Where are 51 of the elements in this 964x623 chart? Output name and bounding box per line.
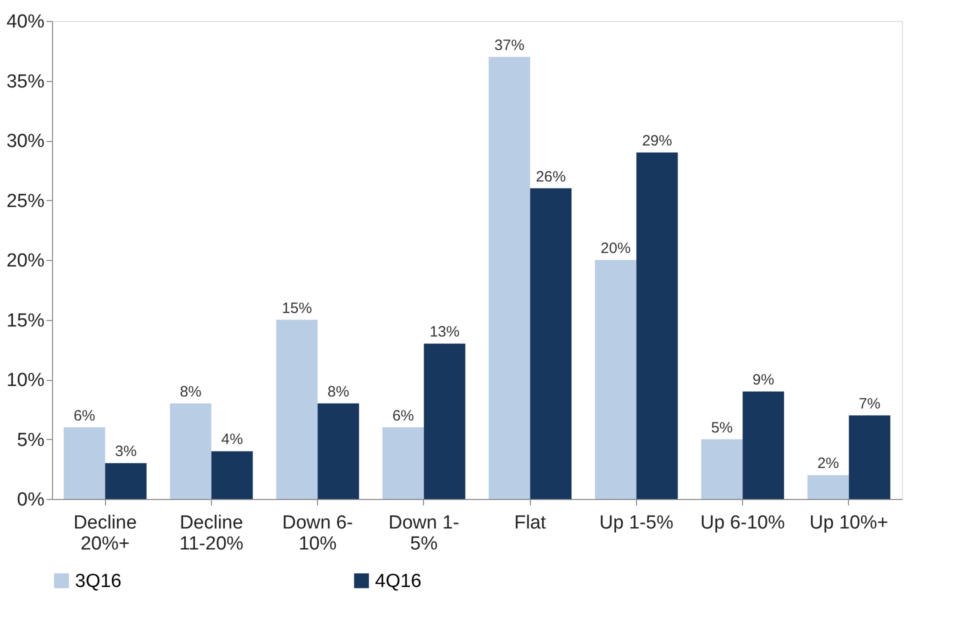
data-label: 4% — [221, 431, 243, 448]
x-tick-label: Up 6-10% — [700, 512, 785, 534]
y-tick-label: 25% — [6, 190, 45, 212]
y-tick-label: 15% — [6, 310, 45, 332]
data-label: 29% — [642, 132, 672, 150]
bar — [382, 427, 424, 499]
x-tick-label: Up 10%+ — [810, 512, 888, 534]
data-label: 26% — [536, 168, 566, 186]
y-tick-label: 30% — [6, 131, 45, 152]
bar — [488, 56, 530, 499]
bar — [170, 403, 212, 499]
bar — [211, 451, 253, 499]
data-label: 15% — [282, 300, 312, 317]
bar — [530, 188, 572, 499]
bar — [424, 344, 466, 499]
y-tick-label: 5% — [17, 430, 45, 451]
data-label: 37% — [494, 36, 524, 54]
bar — [276, 320, 318, 499]
bar — [105, 463, 147, 499]
x-tick-label: Decline 20%+ — [73, 512, 137, 554]
y-tick-label: 35% — [6, 71, 45, 92]
data-label: 3% — [115, 443, 137, 460]
bar — [594, 260, 636, 499]
x-tick-label: Flat — [514, 512, 547, 534]
data-label: 20% — [600, 240, 631, 257]
y-tick-label: 20% — [6, 250, 45, 272]
bar — [742, 391, 784, 499]
data-label: 8% — [180, 383, 202, 400]
x-tick-label: Decline 11-20% — [179, 512, 244, 554]
data-label: 2% — [817, 455, 839, 472]
y-tick-label: 10% — [6, 370, 45, 391]
bar — [807, 475, 849, 499]
y-tick-label: 0% — [17, 490, 45, 510]
y-tick-label: 40% — [6, 12, 45, 32]
data-label: 6% — [74, 407, 96, 424]
bar — [318, 403, 360, 499]
legend-label: 3Q16 — [75, 570, 122, 592]
x-tick-label: Up 1-5% — [599, 512, 674, 534]
data-label: 6% — [392, 407, 414, 424]
data-label: 8% — [328, 383, 350, 400]
bar — [64, 427, 106, 499]
legend-label: 4Q16 — [375, 570, 422, 592]
x-tick-label: Down 1-5% — [388, 512, 460, 554]
data-label: 5% — [711, 419, 733, 436]
data-label: 9% — [752, 371, 774, 388]
bar — [701, 439, 743, 499]
x-tick-label: Down 6-10% — [282, 512, 353, 554]
bar — [848, 415, 890, 499]
data-label: 7% — [858, 395, 880, 412]
bar — [636, 152, 678, 499]
data-label: 13% — [430, 324, 460, 341]
